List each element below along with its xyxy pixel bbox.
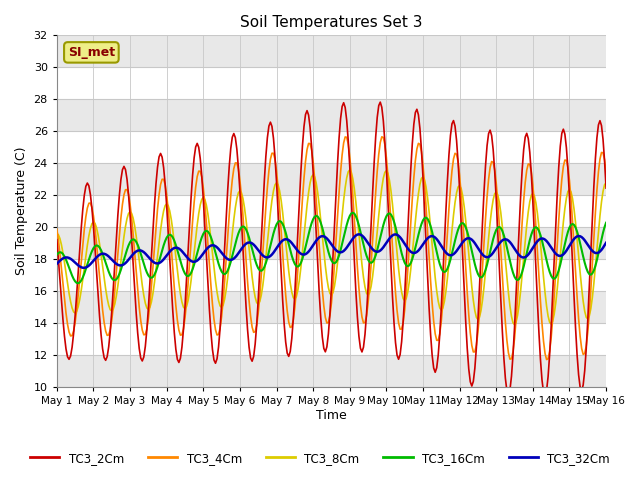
- Bar: [57, 163, 606, 195]
- Bar: [57, 291, 606, 323]
- Legend: TC3_2Cm, TC3_4Cm, TC3_8Cm, TC3_16Cm, TC3_32Cm: TC3_2Cm, TC3_4Cm, TC3_8Cm, TC3_16Cm, TC3…: [25, 447, 615, 469]
- Text: SI_met: SI_met: [68, 46, 115, 59]
- Bar: [57, 355, 606, 387]
- Bar: [57, 36, 606, 67]
- Title: Soil Temperatures Set 3: Soil Temperatures Set 3: [240, 15, 422, 30]
- Y-axis label: Soil Temperature (C): Soil Temperature (C): [15, 147, 28, 276]
- Bar: [57, 99, 606, 131]
- X-axis label: Time: Time: [316, 409, 347, 422]
- Bar: [57, 227, 606, 259]
